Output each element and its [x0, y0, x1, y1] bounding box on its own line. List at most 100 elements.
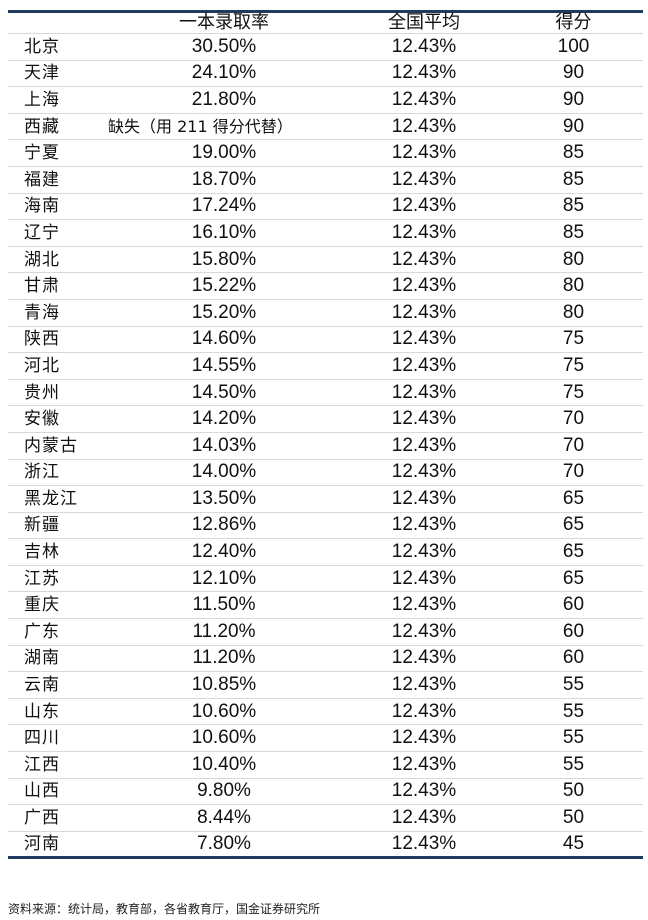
table-row: 重庆 11.50% 12.43% 60: [8, 591, 643, 620]
province-cell: 湖南: [8, 645, 104, 673]
rate-cell: 14.60%: [104, 326, 344, 354]
average-cell: 12.43%: [344, 326, 504, 354]
province-cell: 福建: [8, 166, 104, 194]
rate-cell: 11.50%: [104, 591, 344, 620]
score-cell: 75: [504, 352, 643, 380]
table-row: 陕西 14.60% 12.43% 75: [8, 326, 643, 354]
rate-cell: 15.22%: [104, 272, 344, 300]
province-cell: 新疆: [8, 512, 104, 540]
average-cell: 12.43%: [344, 33, 504, 61]
rate-cell: 12.40%: [104, 538, 344, 566]
rate-cell: 12.86%: [104, 512, 344, 540]
source-note: 资料来源：统计局，教育部，各省教育厅，国金证券研究所: [8, 902, 321, 916]
province-cell: 天津: [8, 60, 104, 88]
province-cell: 海南: [8, 193, 104, 221]
header-score: 得分: [504, 11, 643, 34]
average-cell: 12.43%: [344, 538, 504, 566]
score-cell: 90: [504, 113, 643, 141]
province-cell: 四川: [8, 724, 104, 753]
table-row: 贵州 14.50% 12.43% 75: [8, 379, 643, 407]
average-cell: 12.43%: [344, 591, 504, 620]
score-cell: 75: [504, 379, 643, 407]
rate-cell: 10.60%: [104, 724, 344, 753]
score-cell: 60: [504, 591, 643, 620]
average-cell: 12.43%: [344, 166, 504, 194]
province-cell: 江西: [8, 751, 104, 779]
score-cell: 50: [504, 778, 643, 806]
score-cell: 70: [504, 405, 643, 433]
average-cell: 12.43%: [344, 459, 504, 487]
province-cell: 上海: [8, 86, 104, 114]
average-cell: 12.43%: [344, 405, 504, 433]
header-province: [8, 11, 104, 34]
table-row: 黑龙江 13.50% 12.43% 65: [8, 485, 643, 513]
province-cell: 内蒙古: [8, 432, 104, 460]
score-cell: 65: [504, 565, 643, 593]
average-cell: 12.43%: [344, 299, 504, 327]
score-cell: 70: [504, 459, 643, 487]
rate-cell: 19.00%: [104, 139, 344, 167]
score-cell: 85: [504, 193, 643, 221]
table-row: 云南 10.85% 12.43% 55: [8, 671, 643, 699]
average-cell: 12.43%: [344, 193, 504, 221]
province-cell: 宁夏: [8, 139, 104, 167]
score-cell: 60: [504, 645, 643, 673]
table-row: 内蒙古 14.03% 12.43% 70: [8, 432, 643, 460]
table-row: 宁夏 19.00% 12.43% 85: [8, 139, 643, 167]
average-cell: 12.43%: [344, 618, 504, 646]
province-cell: 湖北: [8, 246, 104, 274]
table-row: 天津 24.10% 12.43% 90: [8, 60, 643, 88]
table-row: 安徽 14.20% 12.43% 70: [8, 405, 643, 433]
province-cell: 江苏: [8, 565, 104, 593]
table-row: 浙江 14.00% 12.43% 70: [8, 459, 643, 487]
average-cell: 12.43%: [344, 485, 504, 513]
table-row: 福建 18.70% 12.43% 85: [8, 166, 643, 194]
score-cell: 80: [504, 299, 643, 327]
score-cell: 60: [504, 618, 643, 646]
rate-cell: 14.50%: [104, 379, 344, 407]
rate-cell: 8.44%: [104, 804, 344, 832]
rate-cell: 17.24%: [104, 193, 344, 221]
rate-cell: 12.10%: [104, 565, 344, 593]
score-cell: 55: [504, 724, 643, 753]
table-row: 湖北 15.80% 12.43% 80: [8, 246, 643, 274]
score-cell: 45: [562, 833, 585, 855]
average-cell: 12.43%: [344, 698, 504, 726]
average-cell: 12.43%: [344, 352, 504, 380]
rate-cell: 11.20%: [104, 645, 344, 673]
table-row: 河北 14.55% 12.43% 75: [8, 352, 643, 380]
table-row: 青海 15.20% 12.43% 80: [8, 299, 643, 327]
score-cell: 80: [504, 246, 643, 274]
province-cell: 黑龙江: [8, 485, 104, 513]
score-cell: 75: [504, 326, 643, 354]
header-average: 全国平均: [344, 11, 504, 34]
average-cell: 12.43%: [344, 751, 504, 779]
score-cell: 90: [504, 86, 643, 114]
average-cell: 12.43%: [344, 219, 504, 247]
province-cell: 安徽: [8, 405, 104, 433]
average-cell: 12.43%: [344, 379, 504, 407]
header-rate: 一本录取率: [104, 11, 344, 34]
score-cell: 85: [504, 219, 643, 247]
score-cell: 100: [504, 33, 643, 61]
table-row: 山西 9.80% 12.43% 50: [8, 778, 643, 806]
rate-cell: 15.80%: [104, 246, 344, 274]
rate-cell: 14.20%: [104, 405, 344, 433]
table-row: 吉林 12.40% 12.43% 65: [8, 538, 643, 566]
province-cell: 吉林: [8, 538, 104, 566]
rate-cell: 11.20%: [104, 618, 344, 646]
average-cell: 12.43%: [344, 246, 504, 274]
rate-cell: 14.00%: [104, 459, 344, 487]
score-table-container: 一本录取率 全国平均 得分 北京 30.50% 12.43% 100 天津 24.10% 1…: [8, 10, 643, 860]
score-cell: 65: [504, 512, 643, 540]
province-cell: 河北: [8, 352, 104, 380]
average-cell: 12.43%: [344, 113, 504, 141]
rate-cell: 24.10%: [104, 60, 344, 88]
rate-cell: 30.50%: [104, 33, 344, 61]
average-cell: 12.43%: [344, 645, 504, 673]
average-cell: 12.43%: [344, 724, 504, 753]
score-cell: 65: [504, 538, 643, 566]
score-cell: 55: [504, 698, 643, 726]
average-cell: 12.43%: [344, 671, 504, 699]
province-cell: 重庆: [8, 591, 104, 620]
